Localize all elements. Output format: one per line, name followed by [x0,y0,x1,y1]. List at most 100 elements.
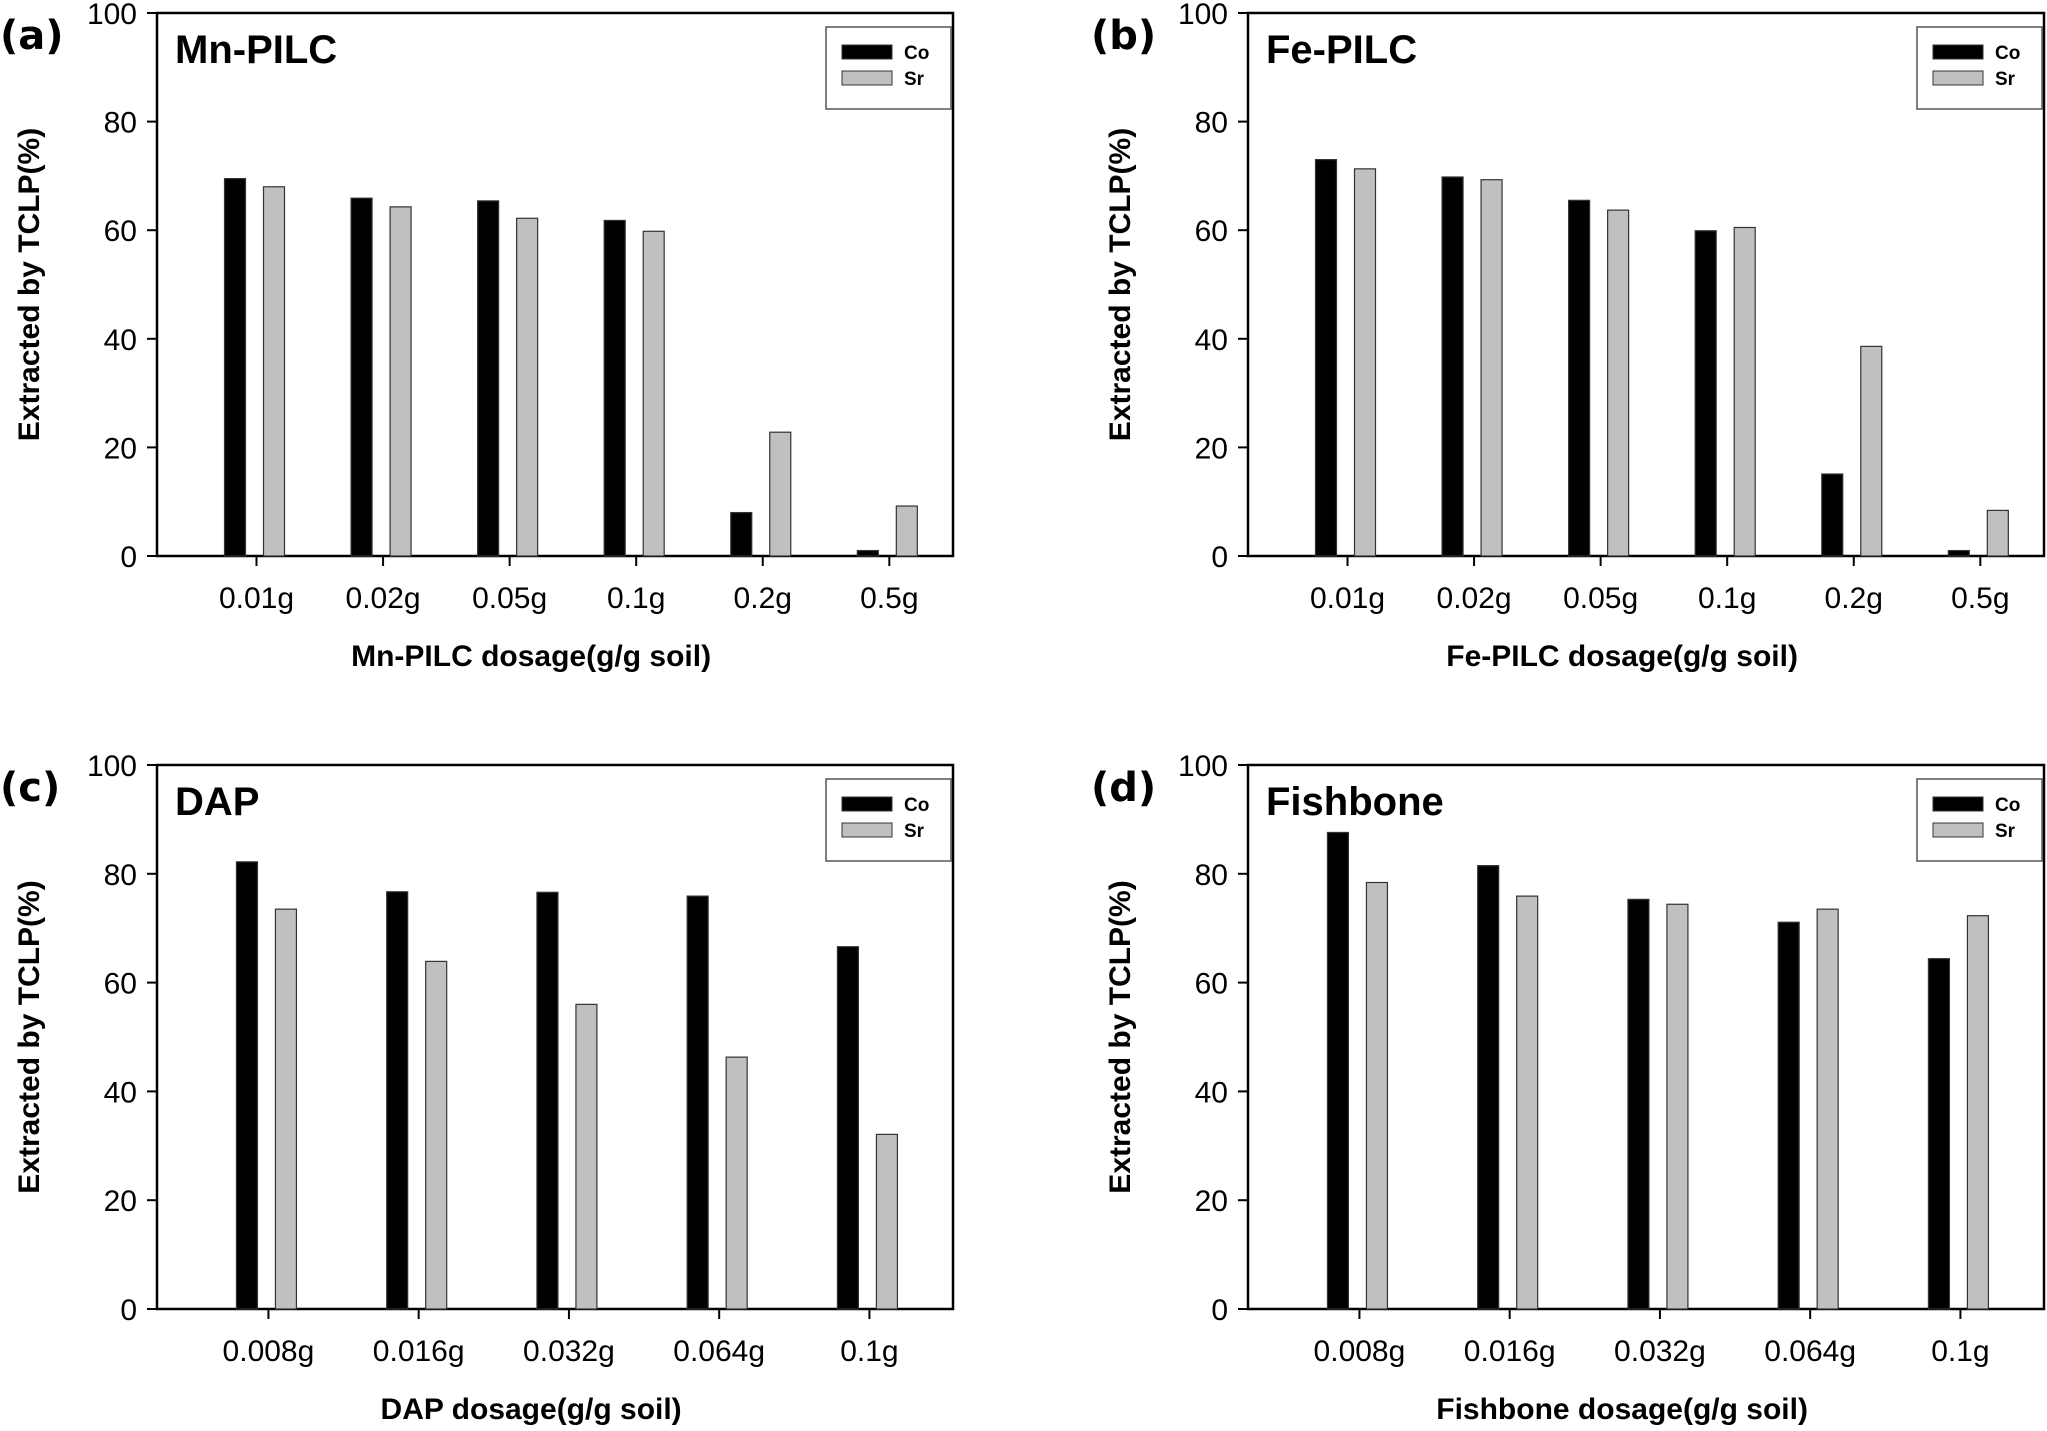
bar-sr-0p05g [516,217,539,557]
panel-label: (b) [1091,13,1156,59]
x-axis-title: DAP dosage(g/g soil) [381,1393,682,1426]
bar-sr-0p01g [1353,168,1377,557]
bar-co-0p1g [836,946,860,1310]
panel-label: (a) [0,13,64,59]
legend-swatch-co [841,796,893,812]
bar-sr-0p1g [1966,915,1990,1310]
legend-swatch-sr [841,70,893,86]
x-tick-label: 0.05g [1563,582,1638,615]
bar-co-0p01g [1314,159,1338,557]
panel-title: Fishbone [1266,780,1444,824]
bar-sr-0p05g [1607,209,1630,557]
y-tick-label: 100 [1178,0,1228,31]
legend-label-sr: Sr [1995,821,2016,842]
x-tick-label: 0.05g [472,582,547,615]
bar-sr-0p2g [1860,345,1883,557]
bar-sr-0p032g [1666,903,1689,1310]
bar-co-0p2g [1821,473,1844,557]
x-axis-title: Fe-PILC dosage(g/g soil) [1446,640,1798,673]
y-tick-label: 60 [1195,968,1228,1001]
legend-swatch-sr [1932,822,1984,838]
bar-co-0p008g [1326,831,1350,1310]
x-tick-label: 0.01g [1310,582,1385,615]
y-tick-label: 40 [104,324,137,357]
y-tick-label: 0 [120,541,137,574]
bar-co-0p02g [1441,176,1464,557]
x-tick-label: 0.5g [860,582,918,615]
y-tick-label: 60 [1195,215,1228,248]
legend-box [1916,778,2043,862]
legend-label-sr: Sr [904,821,925,842]
legend-box [1916,26,2043,110]
bar-co-0p1g [1927,958,1951,1310]
bar-co-0p02g [350,197,373,557]
x-tick-label: 0.008g [223,1335,315,1368]
y-tick-label: 100 [87,0,137,31]
bar-sr-0p032g [575,1003,598,1310]
x-axis-title: Mn-PILC dosage(g/g soil) [351,640,711,673]
bar-sr-0p008g [1365,881,1389,1310]
bar-co-0p2g [730,511,753,557]
bar-sr-0p016g [425,960,448,1310]
bar-sr-0p1g [875,1133,899,1310]
x-tick-label: 0.02g [1437,582,1512,615]
y-tick-label: 20 [1195,1185,1228,1218]
y-tick-label: 100 [1178,750,1228,783]
legend-swatch-co [1932,44,1984,60]
panel-label: (d) [1091,765,1156,811]
bar-co-0p008g [235,861,259,1310]
legend-swatch-sr [841,822,893,838]
y-axis-title: Extracted by TCLP(%) [1104,128,1137,441]
x-tick-label: 0.02g [346,582,421,615]
x-axis-title: Fishbone dosage(g/g soil) [1436,1393,1808,1426]
x-tick-label: 0.064g [1764,1335,1856,1368]
legend: Co Sr [825,778,952,862]
bar-sr-0p064g [1816,908,1839,1310]
y-axis-title: Extracted by TCLP(%) [13,128,46,441]
legend-label-co: Co [904,795,929,816]
bar-sr-0p1g [1733,226,1756,557]
y-tick-label: 20 [1195,432,1228,465]
y-tick-label: 100 [87,750,137,783]
y-tick-label: 40 [104,1076,137,1109]
y-tick-label: 40 [1195,324,1228,357]
y-tick-label: 60 [104,215,137,248]
bar-co-0p5g [1947,549,1970,557]
chart-panel-a: (a) Mn-PILC 0 20 40 60 80 100 Extracted by TCLP(… [0,0,955,673]
x-tick-label: 0.032g [523,1335,615,1368]
bar-co-0p05g [1568,199,1591,557]
legend-swatch-co [841,44,893,60]
legend-label-co: Co [904,43,929,64]
legend-label-sr: Sr [1995,69,2016,90]
y-tick-label: 40 [1195,1076,1228,1109]
legend-box [825,778,952,862]
y-axis-title: Extracted by TCLP(%) [13,880,46,1193]
bar-co-0p05g [477,200,500,557]
y-tick-label: 20 [104,1185,137,1218]
x-tick-label: 0.1g [1931,1335,1989,1368]
x-tick-label: 0.1g [607,582,665,615]
bar-co-0p016g [386,891,409,1310]
bar-sr-0p008g [274,908,298,1310]
panel-title: Fe-PILC [1266,28,1417,72]
y-tick-label: 80 [1195,859,1228,892]
y-tick-label: 0 [1211,541,1228,574]
y-tick-label: 0 [1211,1294,1228,1327]
chart-panel-c: (c) DAP 0 20 40 60 80 100 Extracted by TCLP(%) 0.… [0,750,955,1426]
panel-title: DAP [175,780,259,824]
x-tick-label: 0.008g [1314,1335,1406,1368]
x-tick-label: 0.016g [1464,1335,1556,1368]
bar-sr-0p1g [642,230,665,557]
plot-frame [1246,11,2046,558]
bar-sr-0p02g [389,206,412,557]
bar-sr-0p02g [1480,179,1503,557]
panel-label: (c) [0,765,60,811]
panel-title: Mn-PILC [175,28,337,72]
legend: Co Sr [1916,778,2043,862]
bar-sr-0p5g [1986,509,2009,557]
y-axis-title: Extracted by TCLP(%) [1104,880,1137,1193]
bar-co-0p032g [536,891,559,1310]
x-tick-label: 0.032g [1614,1335,1706,1368]
y-tick-label: 0 [120,1294,137,1327]
